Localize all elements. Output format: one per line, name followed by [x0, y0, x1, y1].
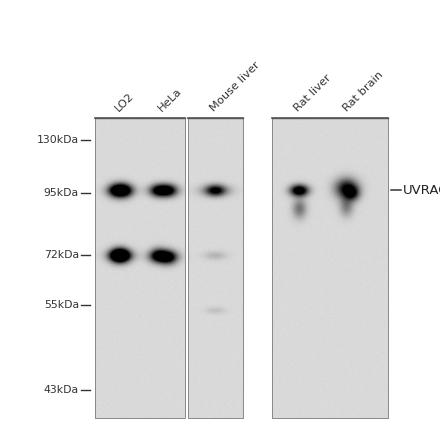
Text: Rat brain: Rat brain — [341, 69, 385, 113]
Bar — [188, 118, 243, 418]
Text: HeLa: HeLa — [156, 86, 183, 113]
Text: LO2: LO2 — [113, 90, 136, 113]
Text: Mouse liver: Mouse liver — [208, 60, 261, 113]
Bar — [95, 118, 185, 418]
Text: 95kDa: 95kDa — [44, 188, 79, 198]
Text: Rat liver: Rat liver — [292, 72, 333, 113]
Text: 72kDa: 72kDa — [44, 250, 79, 260]
Text: 130kDa: 130kDa — [37, 135, 79, 145]
Bar — [272, 118, 388, 418]
Text: 55kDa: 55kDa — [44, 300, 79, 310]
Text: UVRAG: UVRAG — [403, 183, 440, 197]
Text: 43kDa: 43kDa — [44, 385, 79, 395]
